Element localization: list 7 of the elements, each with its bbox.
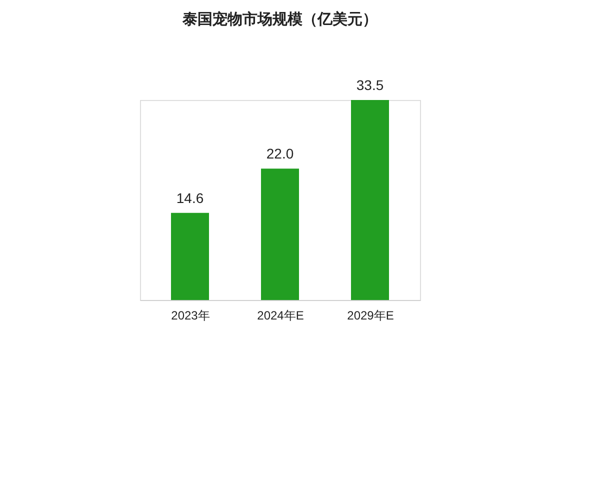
data-label: 22.0 (266, 146, 294, 162)
chart-title: 泰国宠物市场规模（亿美元） (182, 10, 378, 28)
x-tick-label: 2024年E (257, 308, 304, 322)
data-label: 33.5 (356, 77, 384, 93)
x-tick-label: 2023年 (171, 308, 210, 322)
data-label: 14.6 (176, 190, 204, 206)
x-tick-label: 2029年E (347, 308, 394, 322)
